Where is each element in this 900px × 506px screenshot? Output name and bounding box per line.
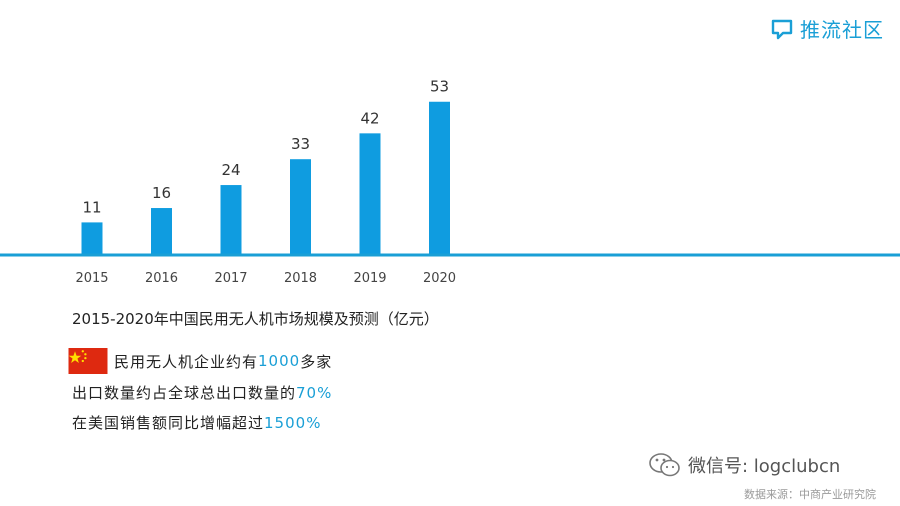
value-labels-group: 11 16 24 33 42 53 — [82, 78, 449, 217]
value-label-2018: 33 — [291, 135, 310, 153]
wechat-account: 微信号: logclubcn — [648, 452, 840, 478]
fact-enterprises: 民用无人机企业约有 1000 多家 — [68, 348, 332, 374]
x-tick-2019: 2019 — [353, 271, 386, 286]
fact-1-number: 1000 — [258, 352, 301, 370]
fact-3-prefix: 在美国销售额同比增幅超过 — [72, 414, 265, 432]
chart-title: 2015-2020年中国民用无人机市场规模及预测（亿元） — [72, 310, 439, 328]
x-tick-2020: 2020 — [423, 271, 456, 286]
bar-2016 — [151, 208, 172, 254]
x-tick-2018: 2018 — [284, 271, 317, 286]
value-label-2015: 11 — [82, 198, 101, 216]
fact-2-number: 70% — [296, 383, 333, 402]
value-label-2016: 16 — [152, 184, 171, 202]
value-label-2019: 42 — [360, 109, 379, 127]
fact-export-share: 出口数量约占全球总出口数量的 70% — [72, 382, 332, 403]
bar-2018 — [290, 159, 311, 254]
fact-1-suffix: 多家 — [300, 352, 333, 371]
brand-name: 推流社区 — [800, 18, 884, 42]
wechat-label: 微信号: logclubcn — [688, 456, 841, 477]
x-tick-2015: 2015 — [75, 271, 108, 286]
brand-logo: 推流社区 — [770, 14, 884, 43]
value-label-2020: 53 — [430, 78, 449, 96]
x-tick-2017: 2017 — [214, 271, 247, 286]
china-flag-icon — [68, 348, 108, 374]
x-tick-2016: 2016 — [145, 271, 178, 286]
x-tick-labels-group: 2015 2016 2017 2018 2019 2020 — [75, 271, 456, 286]
bar-2020 — [429, 101, 450, 254]
bar-2017 — [220, 185, 242, 254]
value-label-2017: 24 — [221, 161, 240, 179]
wechat-icon — [649, 453, 680, 477]
bar-chart: 11 16 24 33 42 53 2015 2016 2017 2018 2019 2020 — [0, 78, 900, 286]
fact-1-prefix: 民用无人机企业约有 — [114, 352, 259, 371]
fact-3-number: 1500% — [264, 413, 322, 432]
chat-bubble-icon — [771, 19, 793, 39]
bar-2019 — [359, 133, 381, 254]
fact-us-growth: 在美国销售额同比增幅超过 1500% — [72, 412, 321, 433]
bars-group — [81, 101, 450, 254]
fact-2-prefix: 出口数量约占全球总出口数量的 — [72, 384, 297, 402]
bar-2015 — [81, 222, 103, 254]
data-source: 数据来源：中商产业研究院 — [744, 488, 876, 501]
